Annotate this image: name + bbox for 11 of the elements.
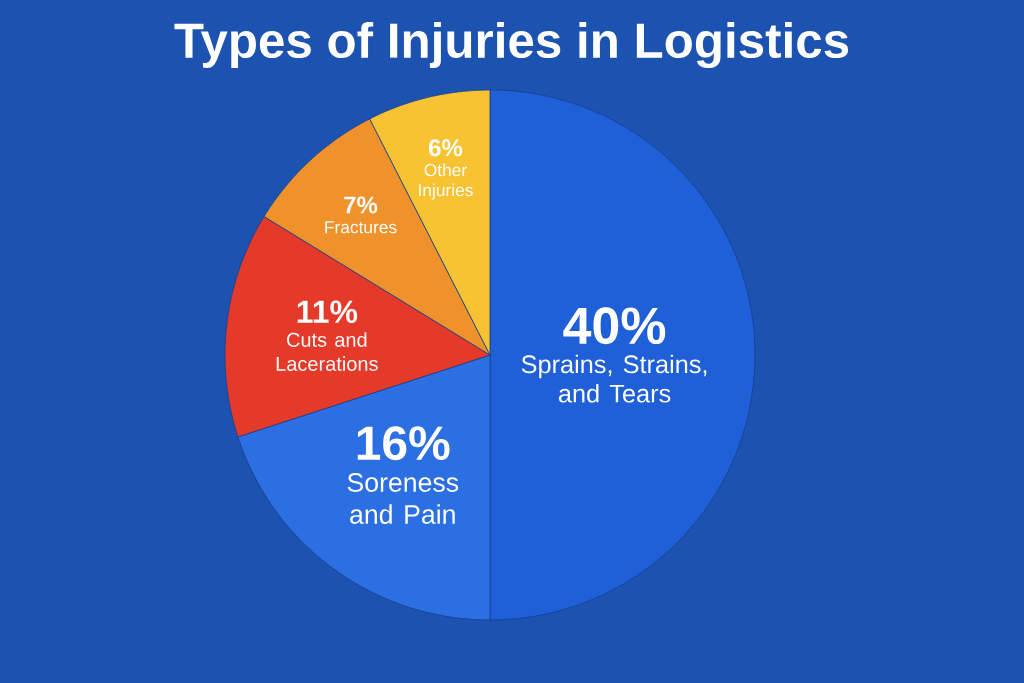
data-label: 11% [297, 300, 358, 323]
data-label: 40% [563, 307, 666, 345]
chart-title: Types of Injuries in Logistics [174, 21, 849, 69]
slice-label: Fractures [325, 221, 397, 234]
data-label: 16% [357, 426, 450, 461]
slice-label: Cuts and Lacerations [276, 332, 378, 371]
data-label: 7% [344, 196, 378, 214]
data-label: 6% [428, 139, 463, 157]
slice-label: Sprains, Strains, and Tears [521, 354, 707, 403]
slice-label: Other Injuries [419, 163, 473, 200]
slice-label: Soreness and Pain [347, 473, 459, 524]
